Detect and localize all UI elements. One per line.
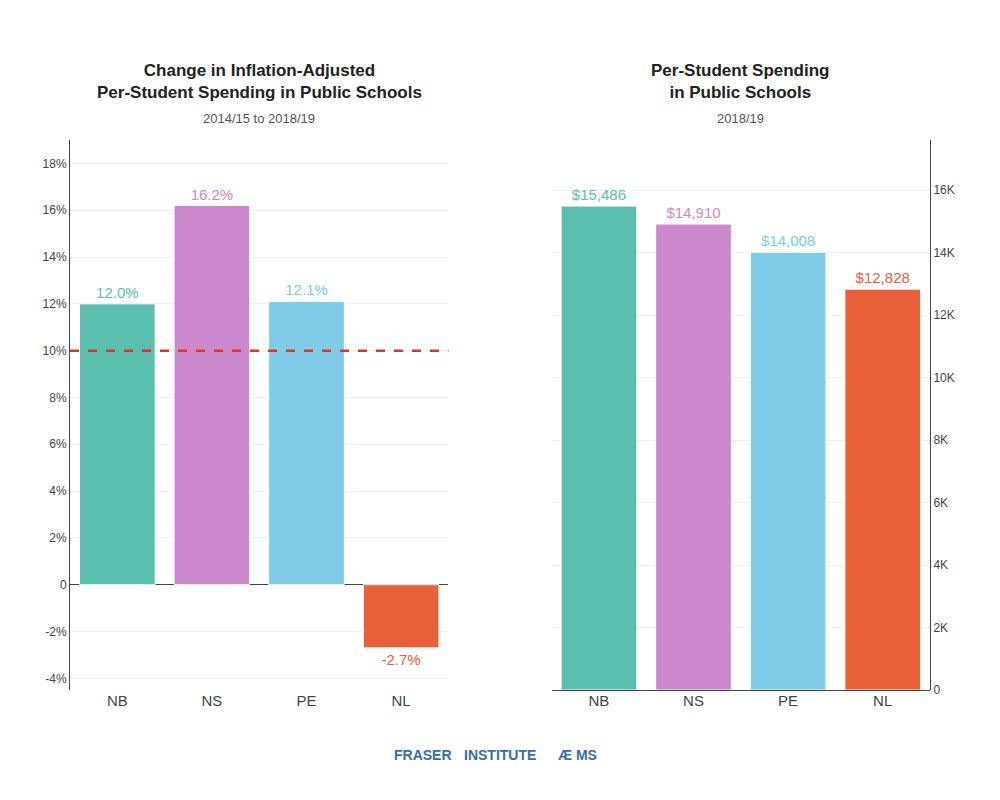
svg-text:12.1%: 12.1% <box>285 281 328 298</box>
svg-text:10%: 10% <box>43 344 67 358</box>
svg-text:12%: 12% <box>43 297 67 311</box>
svg-text:8K: 8K <box>933 433 948 447</box>
svg-text:NL: NL <box>873 692 892 709</box>
svg-text:2018/19: 2018/19 <box>717 111 764 126</box>
svg-text:NB: NB <box>588 692 609 709</box>
svg-text:6K: 6K <box>933 496 948 510</box>
svg-text:NS: NS <box>683 692 704 709</box>
svg-text:$14,008: $14,008 <box>761 232 815 249</box>
svg-text:-2.7%: -2.7% <box>382 651 421 668</box>
svg-text:Æ MS: Æ MS <box>558 747 597 763</box>
svg-text:2%: 2% <box>49 531 67 545</box>
svg-text:NS: NS <box>201 692 222 709</box>
svg-text:16.2%: 16.2% <box>191 186 234 203</box>
svg-text:-2%: -2% <box>45 625 67 639</box>
svg-text:14K: 14K <box>933 246 954 260</box>
svg-text:18%: 18% <box>43 157 67 171</box>
svg-text:0: 0 <box>60 578 67 592</box>
svg-text:16K: 16K <box>933 183 954 197</box>
svg-text:12K: 12K <box>933 308 954 322</box>
svg-text:PE: PE <box>296 692 316 709</box>
svg-text:16%: 16% <box>43 203 67 217</box>
svg-text:4K: 4K <box>933 558 948 572</box>
svg-text:2K: 2K <box>933 621 948 635</box>
svg-text:$15,486: $15,486 <box>572 186 626 203</box>
svg-text:PE: PE <box>778 692 798 709</box>
svg-text:4%: 4% <box>49 484 67 498</box>
svg-text:2014/15 to 2018/19: 2014/15 to 2018/19 <box>203 111 315 126</box>
svg-text:-4%: -4% <box>45 672 67 686</box>
svg-text:14%: 14% <box>43 250 67 264</box>
svg-text:6%: 6% <box>49 437 67 451</box>
svg-text:NL: NL <box>392 692 411 709</box>
svg-text:INSTITUTE: INSTITUTE <box>464 747 536 763</box>
svg-text:Change in Inflation-AdjustedPe: Change in Inflation-AdjustedPer-Student … <box>97 61 422 102</box>
svg-text:8%: 8% <box>49 391 67 405</box>
svg-text:$14,910: $14,910 <box>666 204 720 221</box>
svg-text:12.0%: 12.0% <box>96 284 139 301</box>
svg-text:Per-Student Spendingin Public: Per-Student Spendingin Public Schools <box>651 61 830 102</box>
svg-text:10K: 10K <box>933 371 954 385</box>
svg-text:0: 0 <box>933 683 940 697</box>
svg-text:NB: NB <box>107 692 128 709</box>
svg-text:$12,828: $12,828 <box>856 269 910 286</box>
svg-text:FRASER: FRASER <box>394 747 452 763</box>
